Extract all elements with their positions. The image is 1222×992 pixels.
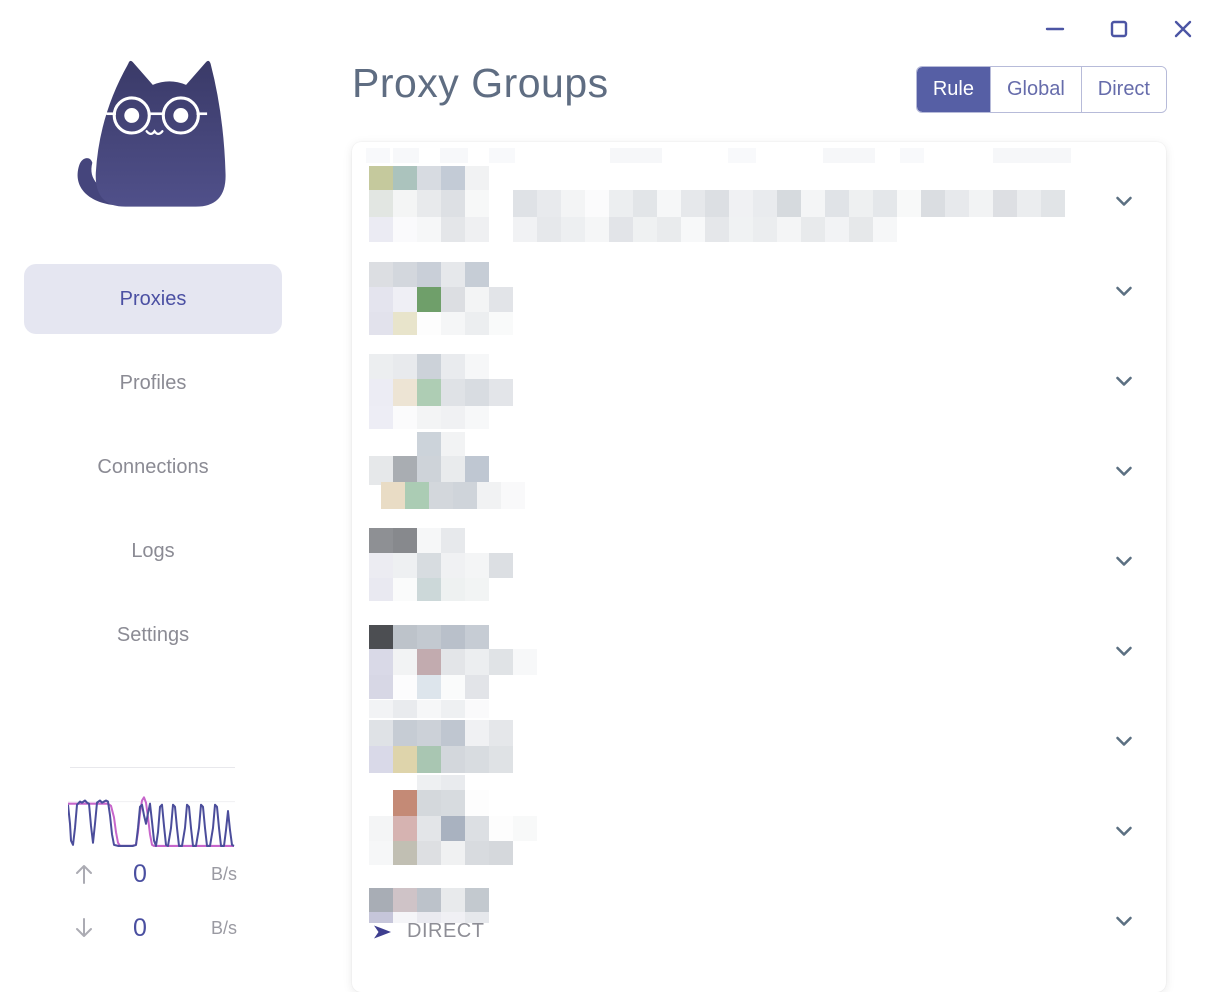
- selected-arrow-icon: [374, 925, 391, 938]
- maximize-icon: [1110, 20, 1128, 38]
- chevron-down-icon[interactable]: [1112, 189, 1136, 213]
- direct-node-label: DIRECT: [407, 920, 485, 942]
- sidebar: Proxies Profiles Connections Logs Settin…: [0, 0, 306, 956]
- minimize-button[interactable]: [1042, 16, 1068, 42]
- proxy-groups-card: DIRECT: [352, 142, 1166, 992]
- download-speed-unit: B/s: [210, 917, 237, 938]
- download-speed-value: 0: [133, 913, 147, 942]
- proxy-group-row[interactable]: [352, 418, 1166, 508]
- proxy-group-row[interactable]: [352, 598, 1166, 688]
- proxy-group-row[interactable]: [352, 868, 1166, 958]
- download-stat-row: 0 B/s: [65, 911, 237, 945]
- traffic-divider: [70, 767, 235, 768]
- chevron-down-icon[interactable]: [1112, 639, 1136, 663]
- upload-speed-unit: B/s: [210, 863, 237, 884]
- proxy-group-row[interactable]: [352, 148, 1166, 238]
- proxy-group-row[interactable]: [352, 778, 1166, 868]
- minimize-icon: [1045, 27, 1065, 31]
- sidebar-item-connections[interactable]: Connections: [97, 455, 209, 478]
- maximize-button[interactable]: [1106, 16, 1132, 42]
- traffic-sparkline-chart: [68, 796, 235, 847]
- chevron-down-icon[interactable]: [1112, 369, 1136, 393]
- sidebar-item-profiles[interactable]: Profiles: [119, 371, 187, 394]
- chevron-down-icon[interactable]: [1112, 549, 1136, 573]
- chevron-down-icon[interactable]: [1112, 459, 1136, 483]
- proxy-group-row[interactable]: [352, 508, 1166, 598]
- chevron-down-icon[interactable]: [1112, 729, 1136, 753]
- proxy-group-row[interactable]: [352, 688, 1166, 778]
- sidebar-nav: Proxies Profiles Connections Logs Settin…: [24, 264, 282, 684]
- mode-button-global[interactable]: Global: [990, 67, 1082, 112]
- proxy-group-row[interactable]: [352, 328, 1166, 418]
- close-icon: [1174, 20, 1192, 38]
- page-title: Proxy Groups: [352, 60, 609, 106]
- mode-button-direct[interactable]: Direct: [1081, 67, 1166, 112]
- window-controls: [1042, 16, 1196, 42]
- proxy-group-row[interactable]: [352, 238, 1166, 328]
- close-button[interactable]: [1170, 16, 1196, 42]
- sidebar-item-logs[interactable]: Logs: [131, 539, 175, 562]
- sidebar-item-proxies[interactable]: Proxies: [24, 264, 282, 334]
- proxy-node-direct[interactable]: DIRECT: [372, 920, 484, 943]
- upload-stat-row: 0 B/s: [65, 857, 237, 891]
- chevron-down-icon[interactable]: [1112, 819, 1136, 843]
- upload-arrow-icon: [65, 862, 105, 886]
- chevron-down-icon[interactable]: [1112, 279, 1136, 303]
- sidebar-item-settings[interactable]: Settings: [116, 623, 190, 646]
- upload-speed-value: 0: [133, 859, 147, 888]
- download-arrow-icon: [65, 916, 105, 940]
- mode-button-rule[interactable]: Rule: [916, 67, 991, 112]
- sparkline-series1-indigo: [68, 799, 235, 847]
- cat-logo-icon: [77, 60, 226, 207]
- mode-toggle: Rule Global Direct: [915, 66, 1167, 113]
- chevron-down-icon[interactable]: [1112, 909, 1136, 933]
